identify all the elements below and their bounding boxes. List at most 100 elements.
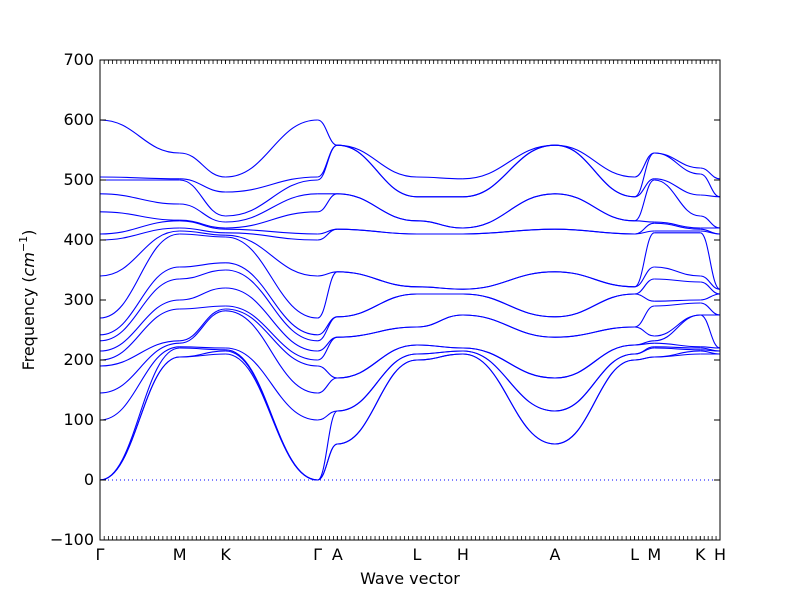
band-13-segment-3 — [225, 232, 318, 241]
band-3-segment-2 — [179, 347, 226, 351]
band-18-segment-3 — [225, 176, 318, 193]
band-4-segment-6 — [416, 350, 463, 355]
band-14-segment-1 — [99, 220, 180, 235]
band-19-segment-3 — [225, 119, 318, 178]
band-6-segment-8 — [554, 344, 635, 379]
band-12-segment-8 — [554, 271, 635, 288]
band-10-segment-7 — [462, 293, 555, 318]
band-10-segment-5 — [337, 293, 417, 318]
band-4-segment-4 — [317, 410, 338, 421]
band-12-segment-6 — [416, 286, 463, 290]
band-4-segment-8 — [554, 353, 635, 412]
band-6-segment-4 — [317, 365, 338, 379]
x-axis-label: Wave vector — [360, 569, 460, 588]
band-10-segment-4 — [317, 316, 338, 336]
band-2-segment-5 — [337, 359, 417, 445]
plot-area — [100, 60, 720, 540]
y-axis-ticks: −100 0 100 200 300 400 500 600 700 — [50, 50, 720, 549]
band-6-segment-1 — [99, 340, 180, 367]
band-6-segment-3 — [225, 308, 318, 367]
x-tick-label: K — [220, 545, 231, 564]
band-12-segment-9 — [634, 232, 655, 288]
band-2-segment-8 — [554, 359, 635, 445]
band-16-segment-1 — [99, 193, 180, 205]
y-tick-label: 500 — [63, 170, 94, 189]
band-lines — [99, 119, 721, 481]
band-16-segment-11 — [700, 215, 721, 229]
band-15-segment-3 — [225, 211, 318, 229]
band-19-segment-5 — [337, 144, 417, 178]
x-tick-label: K — [695, 545, 706, 564]
band-19-segment-10 — [654, 152, 701, 169]
band-11-segment-3 — [225, 236, 318, 319]
band-14-segment-8 — [554, 228, 635, 235]
band-10-segment-1 — [99, 266, 180, 336]
band-8-segment-3 — [225, 287, 318, 352]
band-2-segment-10 — [654, 350, 701, 358]
band-16-segment-8 — [554, 193, 635, 222]
plot-background — [100, 60, 720, 540]
band-14-segment-4 — [317, 228, 338, 235]
band-16-segment-6 — [416, 220, 463, 229]
band-2-segment-2 — [179, 350, 226, 358]
y-tick-label: 400 — [63, 230, 94, 249]
y-tick-label: 200 — [63, 350, 94, 369]
x-tick-label: L — [630, 545, 639, 564]
band-4-segment-7 — [462, 350, 555, 412]
band-15-segment-9 — [634, 220, 655, 223]
band-7-segment-10 — [654, 314, 701, 337]
y-tick-label: −100 — [50, 530, 94, 549]
band-14-segment-9 — [634, 222, 655, 235]
y-axis-label-unit: cm — [19, 252, 38, 276]
band-8-segment-7 — [462, 314, 555, 338]
band-5-segment-1 — [99, 342, 180, 394]
band-5-segment-2 — [179, 310, 226, 344]
band-9-segment-10 — [654, 299, 701, 302]
band-12-segment-4 — [317, 271, 338, 277]
band-18-segment-8 — [554, 144, 635, 198]
x-tick-label: A — [549, 545, 560, 564]
band-8-segment-9 — [634, 305, 655, 328]
band-14-segment-5 — [337, 228, 417, 235]
band-4-segment-11 — [700, 347, 721, 352]
band-17-segment-3 — [225, 179, 318, 217]
band-13-segment-2 — [179, 227, 226, 234]
band-19-segment-11 — [700, 167, 721, 180]
band-8-segment-4 — [317, 336, 338, 352]
band-5-segment-10 — [654, 342, 701, 348]
band-11-segment-4 — [317, 271, 338, 319]
band-2-segment-11 — [700, 350, 721, 355]
band-16-segment-7 — [462, 193, 555, 229]
band-4-segment-1 — [99, 346, 180, 421]
band-18-segment-5 — [337, 144, 417, 198]
band-19-segment-1 — [99, 119, 180, 154]
band-8-segment-8 — [554, 326, 635, 338]
band-7-segment-2 — [179, 305, 226, 310]
band-9-segment-9 — [634, 293, 655, 302]
band-9-segment-1 — [99, 278, 180, 342]
band-5-segment-4 — [317, 377, 338, 394]
band-5-segment-3 — [225, 310, 318, 394]
band-4-segment-3 — [225, 347, 318, 421]
band-6-segment-6 — [416, 344, 463, 349]
band-15-segment-10 — [654, 221, 701, 229]
y-axis-label-exponent: −1 — [17, 236, 30, 252]
band-2-segment-6 — [416, 353, 463, 361]
band-19-segment-4 — [317, 119, 338, 146]
band-16-segment-10 — [654, 179, 701, 217]
band-12-segment-11 — [699, 232, 721, 290]
band-19-segment-8 — [554, 144, 635, 178]
band-10-segment-9 — [634, 278, 655, 295]
band-19-segment-2 — [179, 152, 226, 178]
band-6-segment-9 — [634, 340, 655, 346]
band-8-segment-1 — [99, 299, 180, 352]
x-tick-label: A — [332, 545, 343, 564]
band-10-segment-11 — [700, 281, 721, 295]
band-12-segment-7 — [462, 271, 555, 290]
band-12-segment-5 — [337, 271, 417, 288]
band-8-segment-5 — [337, 326, 417, 338]
band-9-segment-3 — [225, 269, 318, 342]
band-18-segment-4 — [317, 144, 338, 178]
band-12-segment-1 — [99, 230, 180, 277]
